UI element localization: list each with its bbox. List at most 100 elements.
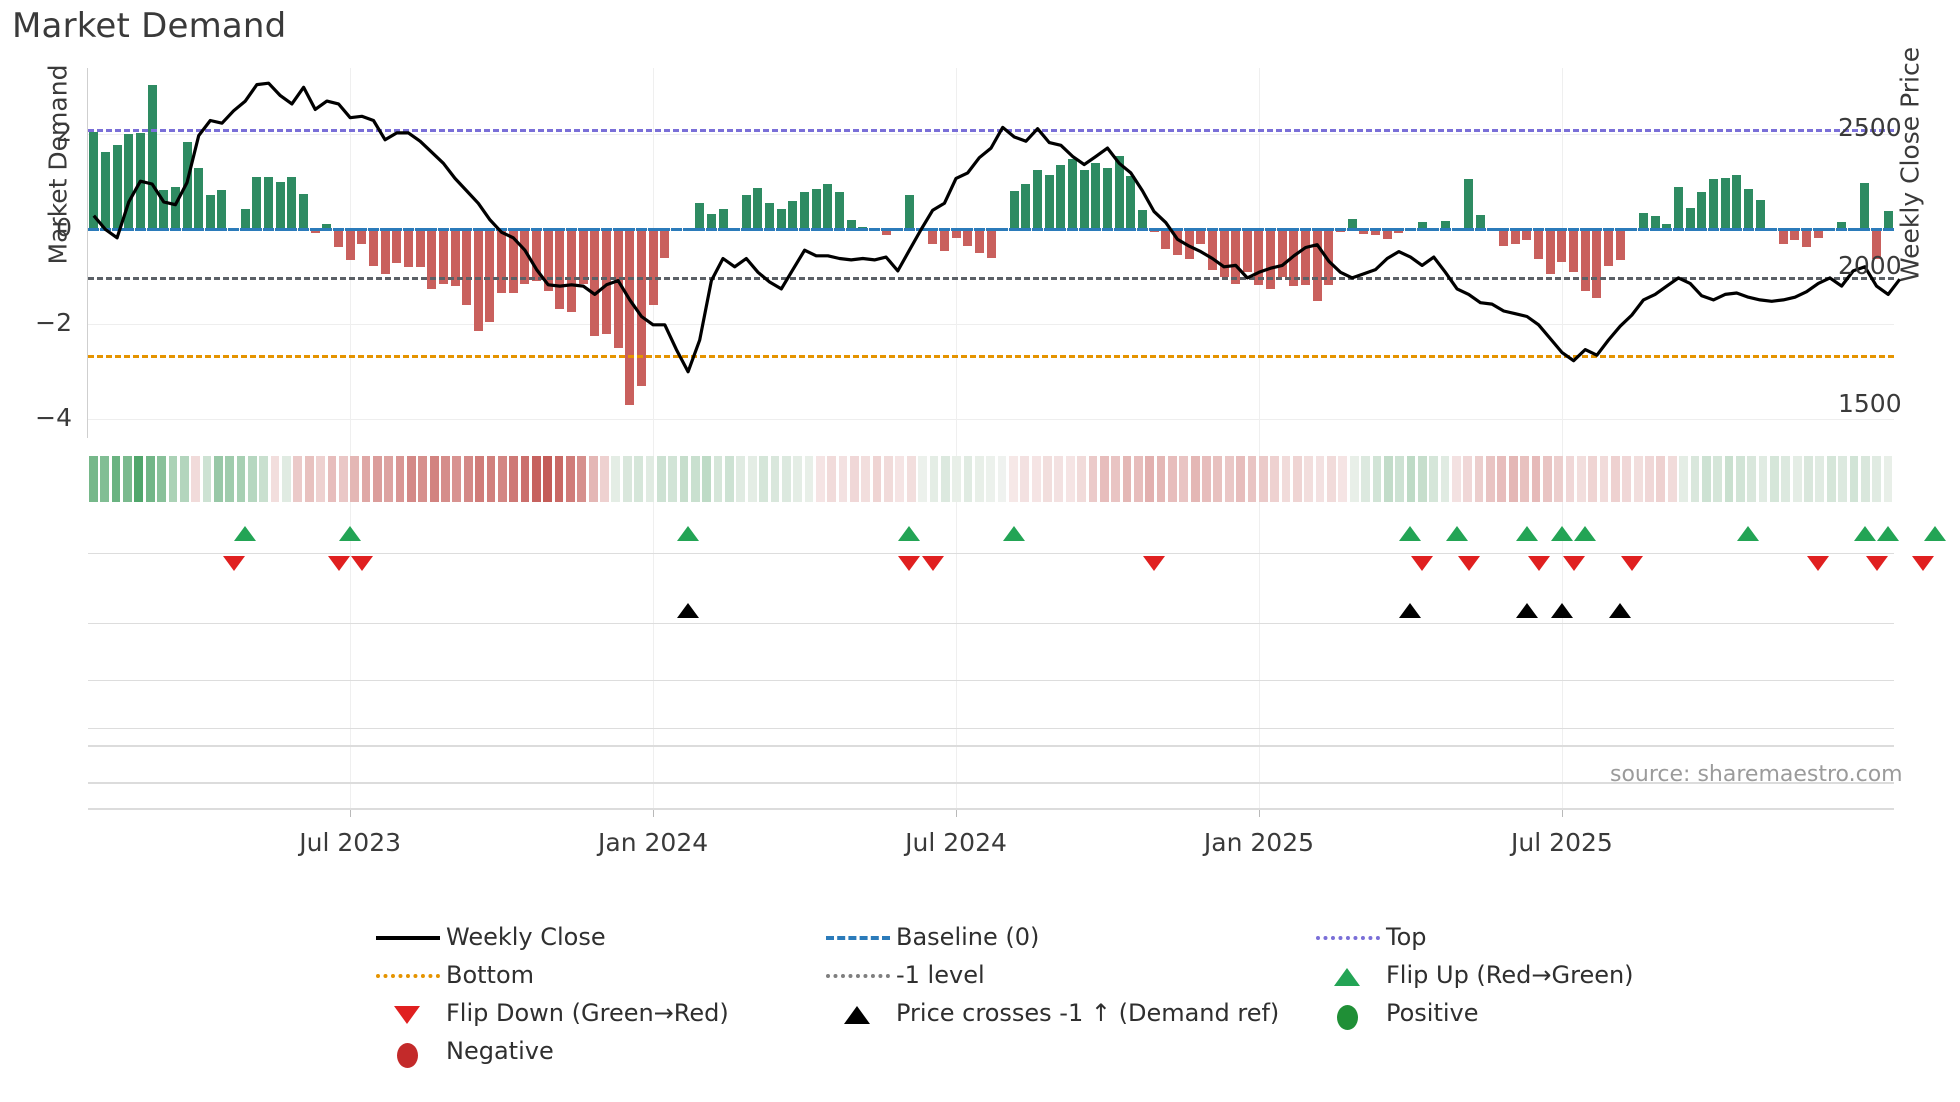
- baseline-tick: [88, 227, 100, 231]
- flip-up-marker: [1923, 526, 1946, 541]
- flip-up-marker: [1574, 526, 1597, 541]
- heat-cell: [1554, 456, 1563, 502]
- heat-cell: [134, 456, 144, 502]
- legend-item-weekly-close[interactable]: Weekly Close: [370, 918, 606, 956]
- marker-rows: [88, 508, 1946, 738]
- demand-bar: [1697, 192, 1707, 230]
- heat-cell: [1588, 456, 1598, 502]
- legend-item-flip-down[interactable]: Flip Down (Green→Red): [370, 994, 729, 1032]
- demand-bar: [1872, 229, 1882, 259]
- demand-bar: [1417, 222, 1427, 230]
- heat-cell: [1099, 456, 1109, 502]
- vertical-gridline: [350, 68, 352, 808]
- baseline-tick: [1055, 227, 1067, 231]
- baseline-tick: [1288, 227, 1300, 231]
- legend-item-negative[interactable]: Negative: [370, 1032, 554, 1070]
- legend-label: Price crosses -1 ↑ (Demand ref): [896, 999, 1280, 1027]
- baseline-tick: [216, 227, 228, 231]
- demand-bar: [1137, 210, 1147, 230]
- legend-item-flip-up[interactable]: Flip Up (Red→Green): [1310, 956, 1634, 994]
- flip-up-marker: [1877, 526, 1900, 541]
- demand-bar: [1347, 218, 1357, 230]
- demand-bar: [904, 195, 914, 230]
- baseline-tick: [542, 227, 554, 231]
- baseline-tick: [694, 227, 706, 231]
- demand-bar: [555, 229, 565, 309]
- baseline-tick: [1871, 227, 1883, 231]
- heat-cell: [1383, 456, 1393, 502]
- heat-cell: [1020, 456, 1030, 502]
- baseline-tick: [1404, 227, 1416, 231]
- heat-cell: [770, 456, 780, 502]
- demand-bar: [1324, 229, 1334, 286]
- baseline-tick: [1160, 227, 1172, 231]
- dotted-orange-line-icon: [370, 956, 446, 994]
- baseline-tick: [1381, 227, 1393, 231]
- heat-cell: [1531, 456, 1541, 502]
- baseline-tick: [938, 227, 950, 231]
- heat-cell: [600, 456, 609, 502]
- heat-cell: [747, 456, 757, 502]
- baseline-tick: [705, 227, 717, 231]
- heat-cell: [974, 456, 984, 502]
- flip-down-marker: [921, 556, 944, 571]
- baseline-tick: [472, 227, 484, 231]
- heat-cell: [89, 456, 98, 502]
- legend-item-top[interactable]: Top: [1310, 918, 1427, 956]
- heat-cell: [248, 456, 257, 502]
- demand-bar: [1079, 169, 1089, 230]
- heat-cell: [1349, 456, 1359, 502]
- heat-cell: [679, 456, 689, 502]
- heat-cell: [1576, 456, 1586, 502]
- demand-bar: [951, 229, 961, 238]
- heat-cell: [395, 456, 405, 502]
- heat-cell: [850, 456, 859, 502]
- marker-row-divider-4: [88, 728, 1894, 729]
- demand-bar: [438, 229, 448, 284]
- y-axis-left-label: Market Demand: [43, 64, 73, 265]
- baseline-tick: [740, 227, 752, 231]
- heat-cell: [259, 456, 269, 502]
- legend-label: Negative: [446, 1037, 554, 1065]
- baseline-tick: [169, 227, 181, 231]
- heat-cell: [225, 456, 235, 502]
- baseline-tick: [367, 227, 379, 231]
- legend-item-positive[interactable]: Positive: [1310, 994, 1479, 1032]
- legend-item-price-cross[interactable]: Price crosses -1 ↑ (Demand ref): [820, 994, 1279, 1032]
- demand-bar: [636, 229, 646, 386]
- legend-item-baseline[interactable]: Baseline (0): [820, 918, 1039, 956]
- baseline-tick: [321, 227, 333, 231]
- baseline-tick: [1603, 227, 1615, 231]
- baseline-tick: [484, 227, 496, 231]
- heat-cell: [736, 456, 746, 502]
- demand-bar: [963, 229, 973, 246]
- legend-item-bottom[interactable]: Bottom: [370, 956, 534, 994]
- heat-cell: [1656, 456, 1666, 502]
- baseline-tick: [1020, 227, 1032, 231]
- heat-cell: [713, 456, 723, 502]
- demand-bar: [1604, 229, 1614, 267]
- baseline-tick: [263, 227, 275, 231]
- baseline-tick: [927, 227, 939, 231]
- heat-cell: [1497, 456, 1507, 502]
- legend-row: Negative: [370, 1032, 1850, 1070]
- y-axis-right-tick-label: 2000: [1838, 250, 1902, 280]
- baseline-tick: [950, 227, 962, 231]
- y-axis-left-tick-label: −2: [35, 308, 72, 338]
- heat-cell: [1224, 456, 1234, 502]
- demand-bar: [1802, 229, 1812, 248]
- baseline-tick: [391, 227, 403, 231]
- baseline-tick: [1486, 227, 1498, 231]
- y-axis-left-spine: [87, 68, 89, 438]
- baseline-tick: [1125, 227, 1137, 231]
- legend-item-minus-one-level[interactable]: -1 level: [820, 956, 985, 994]
- heat-cell: [1826, 456, 1836, 502]
- baseline-tick: [1801, 227, 1813, 231]
- baseline-tick: [1684, 227, 1696, 231]
- x-axis-tick-mark: [350, 808, 352, 817]
- heat-cell: [827, 456, 837, 502]
- baseline-tick: [682, 227, 694, 231]
- baseline-tick: [775, 227, 787, 231]
- heat-cell: [1281, 456, 1291, 502]
- demand-bar: [776, 209, 786, 230]
